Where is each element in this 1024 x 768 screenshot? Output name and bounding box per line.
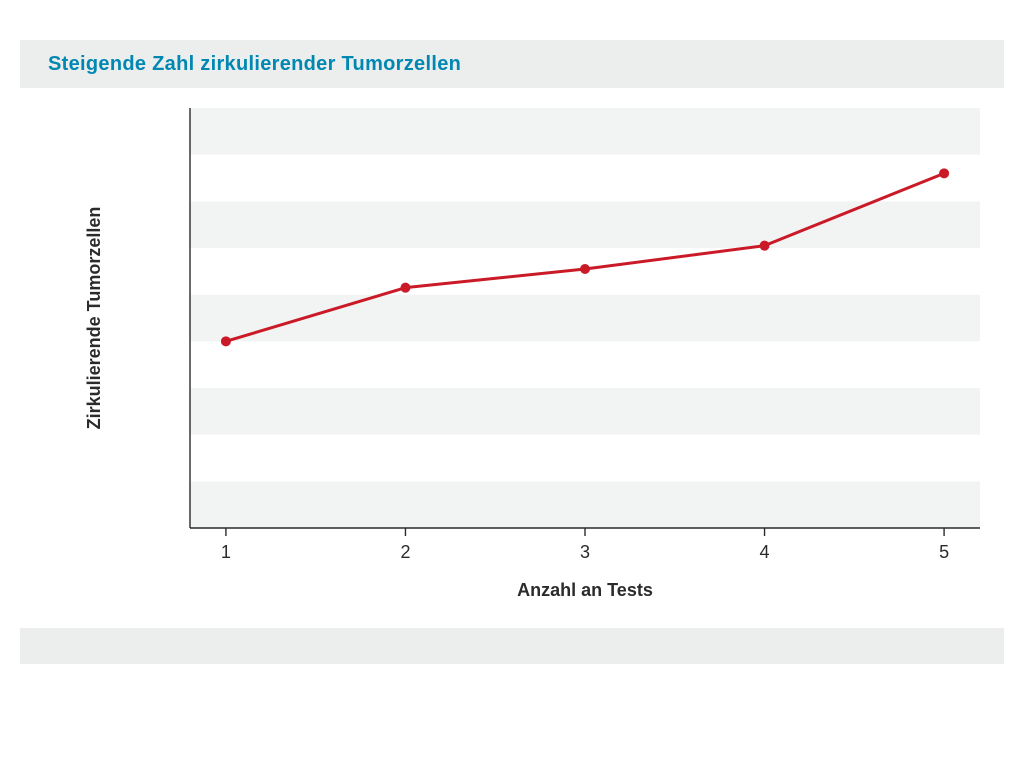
x-tick-label: 5 [939, 542, 949, 562]
plot-band [190, 341, 980, 388]
plot-band [190, 435, 980, 482]
panel-footer-strip [20, 628, 1004, 664]
plot-band [190, 388, 980, 435]
data-marker [580, 264, 590, 274]
x-tick-label: 3 [580, 542, 590, 562]
y-axis-label: Zirkulierende Tumorzellen [84, 207, 104, 430]
x-tick-label: 4 [760, 542, 770, 562]
data-marker [400, 283, 410, 293]
plot-card: 1 2 3 4 5 Anzahl an Tests Zirkulierende Tumorz… [20, 88, 1004, 628]
data-marker [760, 241, 770, 251]
line-chart: 1 2 3 4 5 Anzahl an Tests Zirkulierende Tumorz… [20, 88, 1004, 628]
plot-band [190, 155, 980, 202]
chart-panel: Steigende Zahl zirkulierender Tumorzelle… [20, 40, 1004, 664]
x-tick-label: 2 [400, 542, 410, 562]
plot-band [190, 481, 980, 528]
plot-band [190, 108, 980, 155]
plot-band [190, 201, 980, 248]
x-axis-label: Anzahl an Tests [517, 580, 653, 600]
data-marker [939, 168, 949, 178]
page-root: Steigende Zahl zirkulierender Tumorzelle… [0, 0, 1024, 768]
panel-title-bar: Steigende Zahl zirkulierender Tumorzelle… [20, 40, 1004, 88]
x-tick-label: 1 [221, 542, 231, 562]
data-marker [221, 336, 231, 346]
panel-title: Steigende Zahl zirkulierender Tumorzelle… [48, 53, 461, 76]
